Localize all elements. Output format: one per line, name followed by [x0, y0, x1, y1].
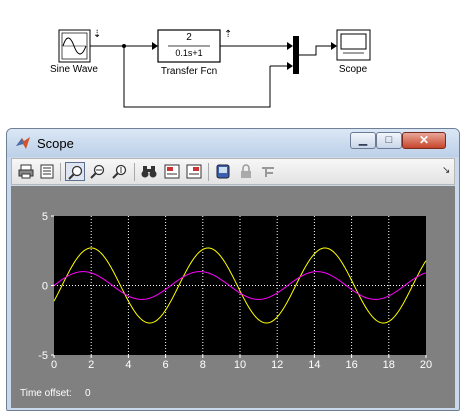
transfer-fcn-port-icon: ⇡	[224, 29, 232, 40]
zoom-y-icon[interactable]	[110, 162, 130, 181]
restore-axes-icon[interactable]	[184, 162, 204, 181]
zoom-x-icon[interactable]	[88, 162, 108, 181]
x-tick-label: 16	[345, 359, 357, 371]
transfer-fcn-block[interactable]	[157, 29, 221, 63]
x-tick-label: 10	[234, 359, 246, 371]
lock-icon[interactable]	[236, 162, 256, 181]
title-bar[interactable]: Scope ▁ □ ✕	[7, 129, 459, 157]
binoculars-icon[interactable]	[139, 162, 159, 181]
y-tick-label: 0	[42, 281, 48, 293]
series-line-1	[53, 271, 427, 300]
scope-block[interactable]	[336, 29, 371, 61]
y-tick-label: -5	[38, 350, 48, 362]
x-tick-label: 0	[51, 359, 57, 371]
time-offset-value: 0	[85, 388, 91, 399]
plot-area: 0 2 4 6 8 10 12 14 16 18 20 -5 0 5	[11, 186, 455, 408]
maximize-button[interactable]: □	[376, 132, 402, 149]
sine-wave-port-icon: ⇣	[93, 29, 101, 40]
save-axes-icon[interactable]	[162, 162, 182, 181]
scope-toolbar: ↘	[11, 158, 455, 185]
parameters-icon[interactable]	[37, 162, 57, 181]
x-tick-label: 6	[163, 359, 169, 371]
x-tick-label: 18	[383, 359, 395, 371]
zoom-icon[interactable]	[65, 162, 85, 181]
window-title: Scope	[37, 136, 74, 151]
transfer-fcn-label: Transfer Fcn	[160, 66, 218, 77]
scope-plot[interactable]: 0 2 4 6 8 10 12 14 16 18 20-505	[11, 186, 455, 408]
scope-window: Scope ▁ □ ✕	[6, 128, 460, 411]
minimize-button[interactable]: ▁	[350, 132, 376, 149]
print-icon[interactable]	[16, 162, 36, 181]
x-tick-label: 12	[271, 359, 283, 371]
floating-scope-icon[interactable]	[213, 162, 233, 181]
transfer-fcn-denominator: 0.1s+1	[175, 48, 203, 58]
scope-block-label: Scope	[338, 64, 368, 75]
matlab-icon	[16, 137, 30, 149]
x-tick-label: 14	[308, 359, 320, 371]
sine-wave-block[interactable]	[58, 29, 91, 63]
signal-selection-icon[interactable]	[258, 162, 278, 181]
series-line-0	[53, 247, 427, 324]
sine-wave-label: Sine Wave	[50, 64, 98, 75]
x-tick-label: 8	[200, 359, 206, 371]
time-offset-label: Time offset:	[20, 388, 72, 399]
mux-block[interactable]	[293, 36, 299, 74]
transfer-fcn-numerator: 2	[186, 32, 192, 43]
x-tick-label: 4	[125, 359, 131, 371]
x-tick-label: 20	[420, 359, 432, 371]
x-tick-label: 2	[88, 359, 94, 371]
toolbar-overflow-icon[interactable]: ↘	[442, 165, 451, 176]
y-tick-label: 5	[42, 211, 48, 223]
simulink-diagram: ⇣ ⇡	[58, 29, 371, 108]
close-button[interactable]: ✕	[402, 132, 446, 149]
